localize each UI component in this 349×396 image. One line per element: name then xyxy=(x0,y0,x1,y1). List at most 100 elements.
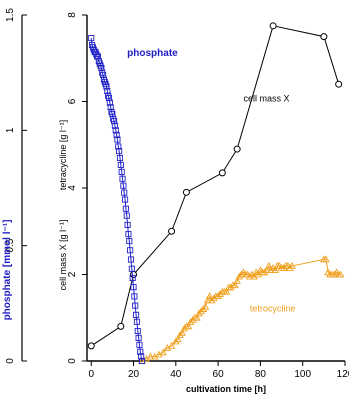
x-tick-label: 100 xyxy=(294,369,311,380)
data-point-tetracycline xyxy=(246,272,254,280)
data-point-tetracycline xyxy=(178,328,186,336)
x-tick-label: 80 xyxy=(255,369,267,380)
data-point-phosphate xyxy=(104,88,111,95)
data-point-phosphate xyxy=(109,111,116,118)
series-line-cell-mass-x xyxy=(90,25,340,347)
data-point-cell-mass-x xyxy=(233,145,241,153)
data-point-phosphate xyxy=(133,311,140,318)
data-point-phosphate xyxy=(126,238,133,245)
data-point-tetracycline xyxy=(330,270,339,278)
data-point-tetracycline xyxy=(214,292,222,299)
data-point-tetracycline xyxy=(231,281,239,289)
data-point-tetracycline xyxy=(222,287,231,295)
data-point-tetracycline xyxy=(265,261,273,269)
data-point-phosphate xyxy=(137,348,144,355)
y-axis-title-tetracycline: tetracycline [g l⁻¹] xyxy=(58,120,68,190)
data-point-tetracycline xyxy=(237,270,246,278)
annotation-2: tetrocycline xyxy=(250,303,296,313)
y-tick-label-mass: 0 xyxy=(67,358,78,364)
data-point-phosphate xyxy=(128,265,135,272)
data-point-cell-mass-x xyxy=(117,322,125,330)
x-tick-label: 60 xyxy=(213,369,225,380)
x-axis-title: cultivation time [h] xyxy=(186,384,266,394)
series-layer xyxy=(87,22,345,365)
data-point-tetracycline xyxy=(197,307,205,315)
x-tick-label: 40 xyxy=(170,369,182,380)
data-point-phosphate xyxy=(94,53,102,60)
data-point-tetracycline xyxy=(322,255,330,263)
data-point-phosphate xyxy=(138,353,145,360)
data-point-phosphate xyxy=(115,143,122,150)
x-tick-label: 0 xyxy=(88,369,94,380)
data-point-tetracycline xyxy=(337,270,345,278)
data-point-phosphate xyxy=(120,182,127,189)
annotation-1: cell mass X xyxy=(243,94,289,104)
y-axis-title-phosphate: phosphate [mmol l⁻¹] xyxy=(2,220,13,321)
data-point-cell-mass-x xyxy=(218,169,226,177)
data-point-cell-mass-x xyxy=(168,227,176,235)
y-tick-label-phosphate: 1.5 xyxy=(5,8,16,22)
y-axis-title-cellmass: cell mass X [g l⁻¹] xyxy=(58,220,68,291)
data-point-tetracycline xyxy=(193,313,201,321)
y-tick-label-mass: 6 xyxy=(67,98,78,104)
axes-layer: 020406080100120cultivation time [h]02468… xyxy=(2,8,349,394)
data-point-phosphate xyxy=(100,71,107,79)
x-tick-label: 20 xyxy=(128,369,140,380)
y-tick-label-phosphate: 0.5 xyxy=(5,238,16,252)
data-point-cell-mass-x xyxy=(320,33,328,41)
data-point-tetracycline xyxy=(174,335,182,343)
data-point-tetracycline xyxy=(172,337,180,345)
data-point-phosphate xyxy=(111,122,118,129)
data-point-tetracycline xyxy=(167,341,176,349)
data-point-tetracycline xyxy=(208,296,216,304)
data-point-phosphate xyxy=(124,221,131,228)
annotation-0: phosphate xyxy=(127,48,178,59)
data-point-tetracycline xyxy=(235,272,244,280)
data-point-phosphate xyxy=(129,274,136,282)
data-point-tetracycline xyxy=(195,309,203,317)
data-point-tetracycline xyxy=(205,292,214,299)
data-point-phosphate xyxy=(138,357,146,365)
data-point-tetracycline xyxy=(267,266,275,274)
data-point-phosphate xyxy=(122,196,129,203)
data-point-tetracycline xyxy=(176,331,184,338)
data-point-phosphate xyxy=(111,118,118,125)
data-point-tetracycline xyxy=(186,318,195,325)
data-point-phosphate xyxy=(105,94,113,102)
data-point-phosphate xyxy=(117,161,124,168)
data-point-phosphate xyxy=(127,247,134,254)
data-point-phosphate xyxy=(121,189,128,196)
data-point-phosphate xyxy=(135,334,142,341)
data-point-phosphate xyxy=(123,212,130,219)
y-tick-label-mass: 8 xyxy=(67,12,78,18)
data-point-tetracycline xyxy=(184,322,193,330)
data-point-tetracycline xyxy=(233,277,241,284)
data-point-tetracycline xyxy=(288,261,296,269)
data-point-tetracycline xyxy=(203,296,212,304)
data-point-phosphate xyxy=(119,175,126,182)
data-point-tetracycline xyxy=(271,266,279,274)
data-point-phosphate xyxy=(133,318,140,325)
data-point-phosphate xyxy=(106,99,113,106)
data-point-phosphate xyxy=(116,154,124,162)
data-point-phosphate xyxy=(136,341,143,348)
data-point-tetracycline xyxy=(286,264,294,271)
x-tick-label: 120 xyxy=(337,369,349,380)
data-point-cell-mass-x xyxy=(87,342,95,350)
data-point-cell-mass-x xyxy=(182,188,190,196)
data-point-phosphate xyxy=(132,302,139,309)
series-cell-mass-x xyxy=(87,22,343,350)
y-tick-label-phosphate: 1 xyxy=(5,127,16,133)
data-point-phosphate xyxy=(103,83,110,90)
y-tick-label-mass: 4 xyxy=(67,185,78,191)
data-point-phosphate xyxy=(134,327,141,335)
data-point-tetracycline xyxy=(201,303,210,310)
data-point-phosphate xyxy=(118,168,125,175)
data-point-tetracycline xyxy=(260,268,269,276)
data-point-phosphate xyxy=(114,136,121,143)
data-point-phosphate xyxy=(130,284,137,291)
data-point-phosphate xyxy=(98,65,105,72)
data-point-phosphate xyxy=(113,131,120,138)
data-point-phosphate xyxy=(107,104,114,111)
